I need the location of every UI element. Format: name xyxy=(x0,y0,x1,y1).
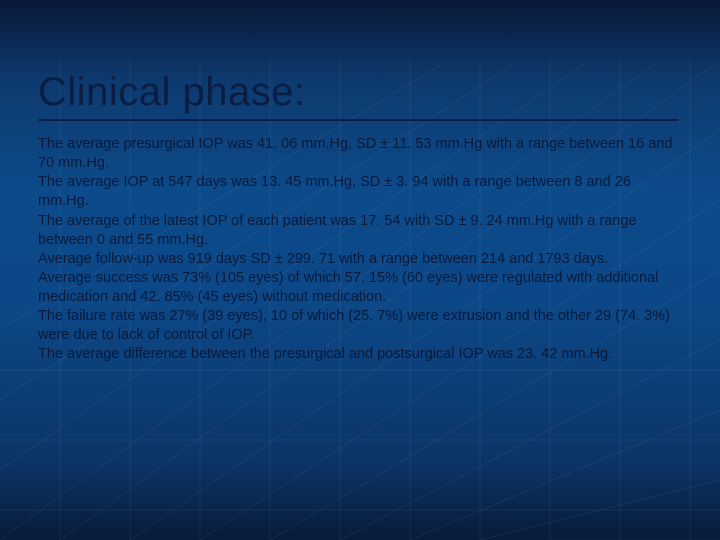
title-underline xyxy=(38,119,678,121)
slide-body: The average presurgical IOP was 41. 06 m… xyxy=(38,135,678,365)
slide: Clinical phase: The average presurgical … xyxy=(0,0,720,540)
slide-title: Clinical phase: xyxy=(38,70,682,115)
